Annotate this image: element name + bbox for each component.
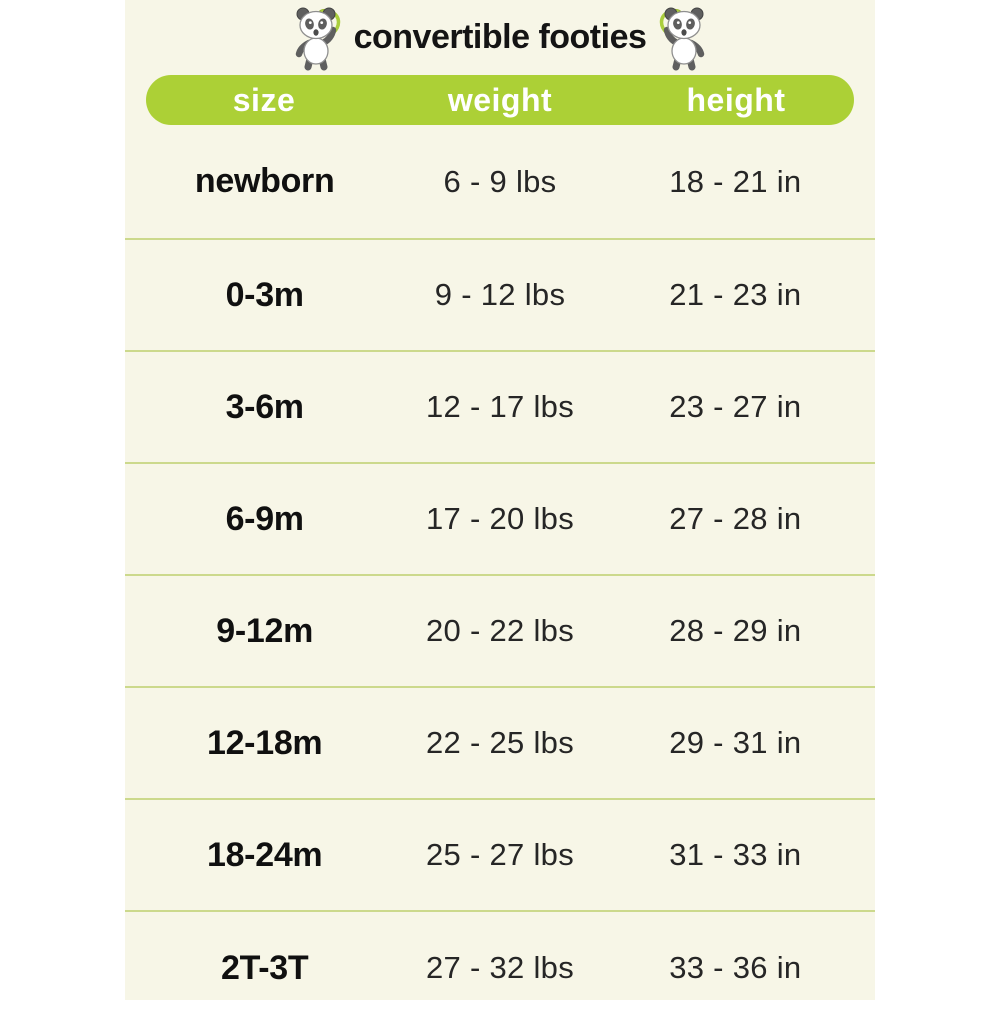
height-cell: 33 - 36 in bbox=[669, 950, 802, 985]
table-header: size weight height bbox=[146, 75, 854, 125]
size-chart-panel: convertible footies size bbox=[125, 0, 875, 1000]
title-row: convertible footies bbox=[125, 0, 875, 75]
size-cell: 9-12m bbox=[216, 611, 314, 650]
panda-bamboo-icon bbox=[288, 5, 346, 71]
height-cell: 27 - 28 in bbox=[669, 501, 802, 536]
weight-cell: 25 - 27 lbs bbox=[425, 837, 575, 872]
weight-cell: 27 - 32 lbs bbox=[425, 950, 575, 985]
table-body: newborn 6 - 9 lbs 18 - 21 in 0-3m 9 - 12… bbox=[125, 125, 875, 1024]
height-cell: 23 - 27 in bbox=[669, 389, 802, 424]
weight-cell: 17 - 20 lbs bbox=[425, 501, 575, 536]
height-cell: 29 - 31 in bbox=[669, 725, 802, 760]
column-header-height: height bbox=[686, 81, 786, 118]
weight-cell: 6 - 9 lbs bbox=[443, 163, 557, 199]
table-row: 12-18m 22 - 25 lbs 29 - 31 in bbox=[125, 688, 875, 800]
table-row: 3-6m 12 - 17 lbs 23 - 27 in bbox=[125, 352, 875, 464]
size-cell: 12-18m bbox=[206, 723, 323, 762]
weight-cell: 20 - 22 lbs bbox=[425, 613, 575, 648]
panda-bamboo-icon-mirrored bbox=[654, 5, 712, 71]
table-row: 18-24m 25 - 27 lbs 31 - 33 in bbox=[125, 800, 875, 912]
size-cell: 2T-3T bbox=[221, 948, 309, 987]
size-cell: newborn bbox=[194, 162, 335, 200]
size-cell: 0-3m bbox=[225, 275, 304, 314]
weight-cell: 12 - 17 lbs bbox=[425, 389, 575, 424]
height-cell: 31 - 33 in bbox=[669, 837, 802, 872]
size-cell: 6-9m bbox=[225, 499, 304, 538]
height-cell: 28 - 29 in bbox=[669, 613, 802, 648]
table-row: 2T-3T 27 - 32 lbs 33 - 36 in bbox=[125, 912, 875, 1024]
page-title: convertible footies bbox=[353, 18, 647, 56]
column-header-size: size bbox=[232, 81, 296, 118]
column-header-weight: weight bbox=[447, 81, 553, 118]
table-row: 0-3m 9 - 12 lbs 21 - 23 in bbox=[125, 240, 875, 352]
weight-cell: 22 - 25 lbs bbox=[425, 725, 575, 760]
height-cell: 18 - 21 in bbox=[669, 163, 802, 199]
table-row: newborn 6 - 9 lbs 18 - 21 in bbox=[125, 125, 875, 240]
table-row: 9-12m 20 - 22 lbs 28 - 29 in bbox=[125, 576, 875, 688]
size-cell: 3-6m bbox=[225, 387, 304, 426]
height-cell: 21 - 23 in bbox=[669, 277, 802, 312]
table-row: 6-9m 17 - 20 lbs 27 - 28 in bbox=[125, 464, 875, 576]
weight-cell: 9 - 12 lbs bbox=[434, 277, 566, 312]
size-cell: 18-24m bbox=[206, 835, 323, 874]
